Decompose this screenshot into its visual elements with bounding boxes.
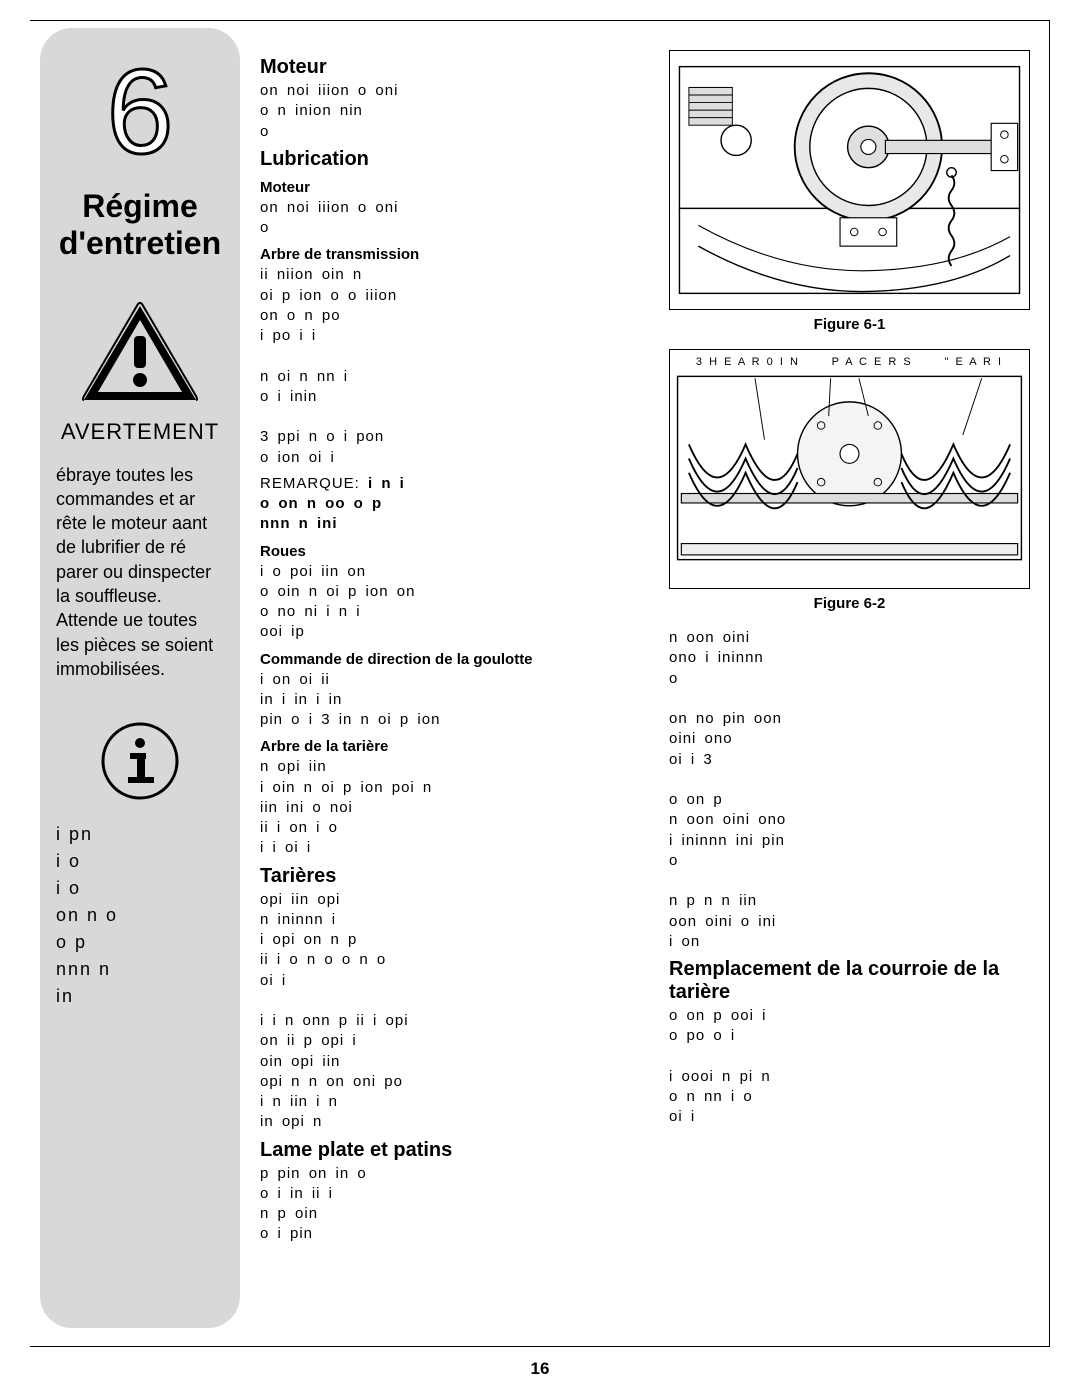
sidebar-title: Régime d'entretien bbox=[56, 188, 224, 262]
sub-roues: Roues bbox=[260, 543, 639, 560]
figure-6-1-illustration bbox=[670, 51, 1029, 309]
sidebar-panel: 6 Régime d'entretien AVERTEMENT ébraye t… bbox=[40, 28, 240, 1328]
heading-lubrication: Lubrication bbox=[260, 148, 639, 171]
arbre-tariere-text: n opi iin i oin n oi p ion poi n iin ini… bbox=[260, 757, 639, 858]
fig2-label-1: 3 H E A R 0 I N bbox=[696, 356, 800, 368]
remarque-label: REMARQUE: bbox=[260, 475, 360, 492]
heading-remplacement: Remplacement de la courroie de la tarièr… bbox=[669, 958, 1030, 1004]
figure-6-1 bbox=[669, 50, 1030, 310]
content-area: Moteur on noi iiion o oni o n inion nin … bbox=[260, 50, 1030, 1251]
page-number: 16 bbox=[0, 1359, 1080, 1379]
figure-6-1-caption: Figure 6-1 bbox=[669, 316, 1030, 333]
fig2-label-2: P A C E R S bbox=[832, 356, 913, 368]
section-number: 6 bbox=[56, 52, 224, 172]
warning-triangle-icon bbox=[80, 302, 200, 407]
heading-lame: Lame plate et patins bbox=[260, 1139, 639, 1162]
left-column: Moteur on noi iiion o oni o n inion nin … bbox=[260, 50, 639, 1251]
arbre-trans-text: ii niion oin n oi p ion o o iiion on o n… bbox=[260, 265, 639, 468]
sub-moteur: Moteur bbox=[260, 179, 639, 196]
roues-text: i o poi iin on o oin n oi p ion on o no … bbox=[260, 562, 639, 643]
heading-moteur: Moteur bbox=[260, 56, 639, 79]
sub-arbre-tariere: Arbre de la tarière bbox=[260, 738, 639, 755]
info-icon bbox=[100, 721, 180, 801]
fig2-labels: 3 H E A R 0 I N P A C E R S " E A R I bbox=[670, 356, 1029, 368]
figure-6-2-caption: Figure 6-2 bbox=[669, 595, 1030, 612]
right-mid-text: n oon oini ono i ininnn o on no pin oon … bbox=[669, 628, 1030, 952]
lame-text: p pin on in o o i in ii i n p oin o i pi… bbox=[260, 1164, 639, 1245]
figure-6-2-illustration bbox=[670, 368, 1029, 568]
fig2-label-3: " E A R I bbox=[945, 356, 1004, 368]
avertissement-label: AVERTEMENT bbox=[56, 419, 224, 445]
right-column: Figure 6-1 3 H E A R 0 I N P A C E R S "… bbox=[669, 50, 1030, 1251]
tarieres-text: opi iin opi n ininnn i i opi on n p ii i… bbox=[260, 890, 639, 1133]
figure-6-2: 3 H E A R 0 I N P A C E R S " E A R I bbox=[669, 349, 1030, 589]
commande-text: i on oi ii in i in i in pin o i 3 in n o… bbox=[260, 670, 639, 731]
remarque-block: REMARQUE: i n i o on n oo o p nnn n ini bbox=[260, 474, 639, 535]
manual-page: 6 Régime d'entretien AVERTEMENT ébraye t… bbox=[0, 0, 1080, 1397]
sub-commande: Commande de direction de la goulotte bbox=[260, 651, 639, 668]
warning-text: ébraye toutes les commandes et ar rête l… bbox=[56, 463, 224, 682]
heading-tarieres: Tarières bbox=[260, 865, 639, 888]
remplacement-text: o on p ooi i o po o i i oooi n pi n o n … bbox=[669, 1006, 1030, 1128]
title-line2: d'entretien bbox=[59, 225, 221, 261]
moteur-text: on noi iiion o oni o n inion nin o bbox=[260, 81, 639, 142]
info-text: i pn i o i o on n o o p nnn n in bbox=[56, 821, 224, 1010]
sub-arbre-transmission: Arbre de transmission bbox=[260, 246, 639, 263]
title-line1: Régime bbox=[82, 188, 198, 224]
lub-moteur-text: on noi iiion o oni o bbox=[260, 198, 639, 239]
